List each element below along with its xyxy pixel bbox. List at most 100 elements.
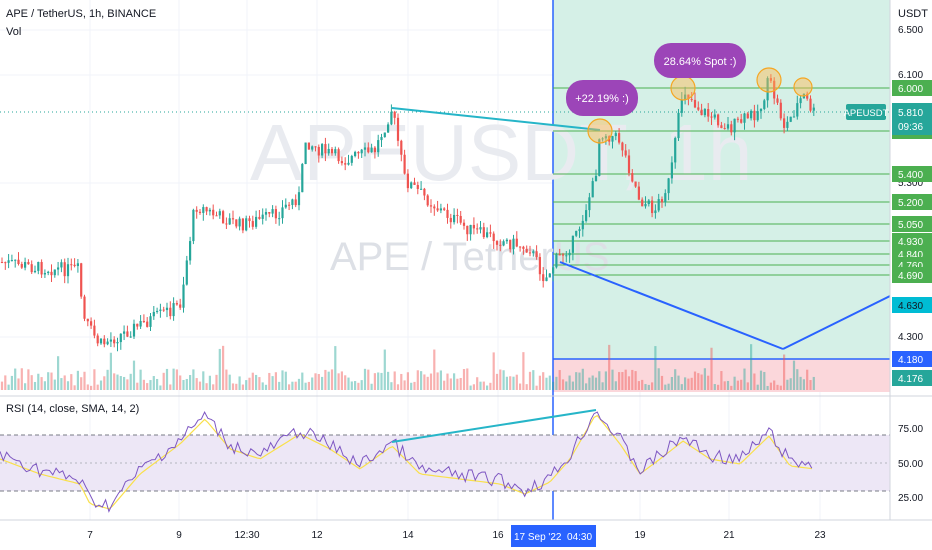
price-axis[interactable]: 6.500 6.100 5.300 4.300 bbox=[898, 25, 923, 343]
candle-body bbox=[591, 181, 594, 198]
candle-body bbox=[96, 335, 99, 344]
volume-bar bbox=[314, 373, 317, 390]
volume-bar bbox=[37, 373, 40, 390]
volume-header[interactable]: Vol bbox=[6, 26, 22, 38]
symbol-header[interactable]: APE / TetherUS, 1h, BINANCE bbox=[6, 8, 157, 20]
volume-bar bbox=[713, 384, 716, 390]
volume-bar bbox=[7, 384, 10, 390]
candle-body bbox=[218, 211, 221, 216]
rsi-tick: 25.00 bbox=[898, 493, 923, 504]
volume-bars bbox=[0, 344, 815, 390]
last-price-tag bbox=[892, 103, 932, 135]
candle-body bbox=[482, 227, 485, 238]
volume-bar bbox=[766, 385, 769, 390]
volume-bar bbox=[604, 371, 607, 390]
volume-bar bbox=[198, 381, 202, 390]
trendline-blue-lower[interactable] bbox=[559, 261, 784, 350]
candle-body bbox=[601, 138, 604, 140]
candle-body bbox=[288, 204, 291, 206]
volume-bar bbox=[347, 377, 350, 390]
symbol-tag bbox=[846, 104, 886, 120]
candle-body bbox=[195, 209, 198, 212]
candle-body bbox=[416, 184, 419, 189]
candle-body bbox=[476, 228, 479, 230]
volume-bar bbox=[185, 378, 188, 390]
candle-body bbox=[453, 214, 456, 223]
time-tick: 12:30 bbox=[234, 530, 259, 541]
candle-body bbox=[700, 109, 703, 116]
volume-bar bbox=[453, 373, 456, 390]
level-tag-text: 4.690 bbox=[898, 271, 923, 282]
candle-body bbox=[76, 263, 79, 267]
volume-bar bbox=[304, 382, 307, 390]
candle-body bbox=[334, 149, 337, 154]
peak-circle-2 bbox=[670, 75, 696, 101]
candle-body bbox=[255, 216, 258, 227]
candle-body bbox=[594, 175, 598, 182]
volume-bar bbox=[357, 382, 360, 390]
rsi-header[interactable]: RSI (14, close, SMA, 14, 2) bbox=[6, 403, 140, 415]
candle-body bbox=[624, 150, 627, 156]
candle-body bbox=[208, 209, 211, 212]
time-axis[interactable]: 7 9 12:30 12 14 16 19 21 23 bbox=[87, 530, 826, 541]
volume-bar bbox=[538, 375, 541, 390]
volume-bar bbox=[723, 381, 726, 390]
volume-bar bbox=[337, 373, 340, 390]
volume-bar bbox=[733, 376, 736, 390]
volume-bar bbox=[786, 379, 789, 390]
volume-bar bbox=[297, 378, 301, 390]
bubble-1[interactable]: +22.19% :) bbox=[566, 80, 638, 116]
candle-body bbox=[489, 232, 492, 234]
trendline-blue-up[interactable] bbox=[782, 295, 891, 350]
candle-body bbox=[598, 139, 601, 176]
volume-bar bbox=[479, 381, 482, 390]
candles bbox=[0, 74, 815, 352]
volume-bar bbox=[779, 385, 782, 390]
candle-body bbox=[687, 94, 690, 100]
candle-body bbox=[753, 110, 756, 121]
volume-bar bbox=[522, 352, 525, 390]
candle-body bbox=[509, 239, 512, 250]
candle-body bbox=[664, 193, 667, 203]
candle-body bbox=[479, 227, 482, 230]
trendline-cyan-rsi[interactable] bbox=[391, 409, 597, 443]
volume-bar bbox=[469, 385, 472, 390]
bubble-2[interactable]: 28.64% Spot :) bbox=[654, 43, 746, 78]
volume-bar bbox=[179, 375, 182, 390]
candle-body bbox=[558, 254, 561, 256]
volume-bar bbox=[601, 382, 604, 390]
candle-body bbox=[641, 199, 644, 207]
candle-body bbox=[604, 136, 607, 139]
volume-bar bbox=[687, 378, 690, 390]
candle-body bbox=[0, 262, 4, 263]
volume-bar bbox=[222, 345, 225, 390]
volume-bar bbox=[248, 377, 251, 390]
candle-body bbox=[337, 149, 340, 162]
volume-bar bbox=[255, 374, 258, 390]
candle-body bbox=[769, 78, 772, 81]
volume-bar bbox=[271, 376, 274, 390]
candle-body bbox=[690, 99, 693, 101]
candle-body bbox=[806, 93, 809, 99]
level-tag-text: 6.000 bbox=[898, 84, 923, 95]
watermark-sub: APE / TetherUS bbox=[330, 235, 609, 279]
volume-bar bbox=[208, 375, 211, 390]
rsi-axis[interactable]: 75.00 50.00 25.00 bbox=[898, 424, 923, 504]
trendline-cyan-price[interactable] bbox=[391, 107, 601, 131]
volume-bar bbox=[284, 371, 287, 390]
volume-bar bbox=[499, 369, 502, 390]
volume-bar bbox=[20, 368, 23, 390]
volume-bar bbox=[225, 369, 228, 390]
volume-bar bbox=[707, 375, 710, 390]
volume-bar bbox=[30, 375, 33, 390]
volume-bar bbox=[113, 373, 116, 390]
level-tag bbox=[892, 166, 932, 182]
level-tag-text: 4.760 bbox=[898, 261, 923, 272]
currency-label[interactable]: USDT bbox=[898, 8, 928, 20]
volume-bar bbox=[449, 378, 452, 390]
volume-bar bbox=[142, 379, 145, 390]
candle-body bbox=[756, 111, 759, 121]
volume-bar bbox=[116, 374, 119, 390]
candle-body bbox=[136, 323, 139, 327]
